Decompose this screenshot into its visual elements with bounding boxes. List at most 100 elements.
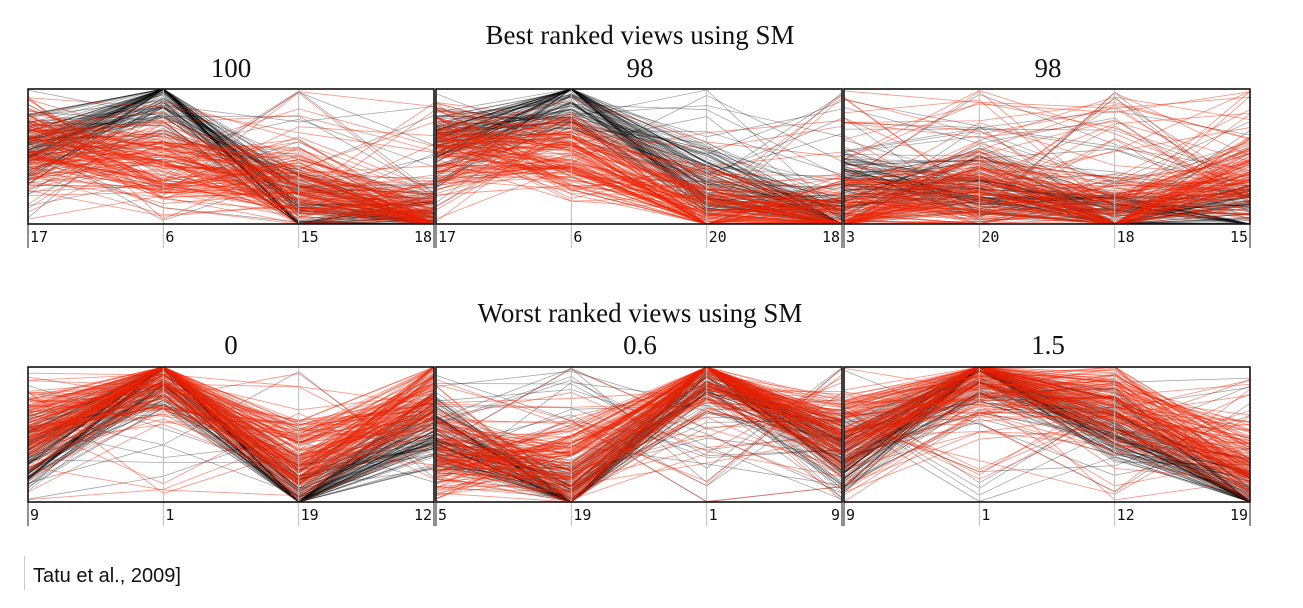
polylines <box>844 367 1250 502</box>
polyline <box>436 89 842 188</box>
polyline <box>436 116 842 224</box>
polyline <box>436 369 842 500</box>
polyline <box>844 147 1250 207</box>
polyline <box>436 101 842 181</box>
polyline <box>844 119 1250 216</box>
polyline <box>844 396 1250 476</box>
polyline <box>436 367 842 479</box>
polyline <box>844 121 1250 183</box>
polyline <box>436 425 842 490</box>
polyline <box>436 390 842 502</box>
polyline <box>844 401 1250 500</box>
polyline <box>844 387 1250 467</box>
polyline <box>28 382 434 502</box>
polyline <box>436 379 842 502</box>
polyline <box>436 367 842 467</box>
polyline <box>28 367 434 478</box>
polyline <box>28 89 434 206</box>
polyline <box>844 150 1250 224</box>
polyline <box>436 89 842 224</box>
polyline <box>844 367 1250 470</box>
polyline <box>844 367 1250 502</box>
polyline <box>844 367 1250 449</box>
polyline <box>28 374 434 444</box>
polyline <box>28 89 434 204</box>
polyline <box>844 96 1250 211</box>
polyline <box>436 367 842 502</box>
polyline <box>844 155 1250 206</box>
polyline <box>436 163 842 216</box>
polyline <box>844 367 1250 463</box>
polyline <box>844 370 1250 489</box>
polyline <box>844 371 1250 472</box>
polyline <box>844 182 1250 224</box>
polyline <box>436 127 842 220</box>
polyline <box>844 389 1250 502</box>
polyline <box>436 374 842 482</box>
polyline <box>28 89 434 206</box>
polyline <box>436 177 842 224</box>
polyline <box>436 89 842 224</box>
polyline <box>844 367 1250 464</box>
polyline <box>436 110 842 224</box>
panel-1-2: 9 1 12 19 <box>843 366 1251 526</box>
polyline <box>844 177 1250 224</box>
polyline <box>844 194 1250 218</box>
polyline <box>436 124 842 217</box>
polyline <box>28 388 434 466</box>
polyline <box>844 396 1250 466</box>
polyline <box>436 367 842 456</box>
polyline <box>436 391 842 492</box>
polyline <box>844 377 1250 469</box>
polyline <box>436 102 842 224</box>
polyline <box>28 379 434 485</box>
polyline <box>844 167 1250 211</box>
polyline <box>436 373 842 487</box>
polyline <box>28 101 434 219</box>
polyline <box>28 367 434 482</box>
polyline <box>436 386 842 483</box>
polyline <box>844 176 1250 208</box>
polyline <box>436 121 842 224</box>
polyline <box>28 369 434 489</box>
polyline <box>28 89 434 224</box>
polyline <box>28 369 434 481</box>
polyline <box>844 381 1250 472</box>
polyline <box>844 159 1250 208</box>
polyline <box>436 367 842 457</box>
polyline <box>844 185 1250 201</box>
polyline <box>28 367 434 426</box>
polyline <box>844 385 1250 455</box>
polyline <box>28 89 434 224</box>
axis-label: 9 <box>831 506 840 524</box>
polyline <box>436 176 842 224</box>
polyline <box>436 367 842 502</box>
polyline <box>844 394 1250 490</box>
polyline <box>844 370 1250 461</box>
polyline <box>844 164 1250 222</box>
polyline <box>844 167 1250 206</box>
polyline <box>28 161 434 224</box>
polyline <box>28 367 434 487</box>
polyline <box>28 158 434 201</box>
polyline <box>844 367 1250 460</box>
polyline <box>844 183 1250 209</box>
polyline <box>436 153 842 224</box>
polyline <box>28 138 434 213</box>
score-worst-1: 0 <box>224 330 238 360</box>
polyline <box>844 121 1250 208</box>
polyline <box>28 367 434 470</box>
panel-1-0: 9 1 19 12 <box>27 366 435 526</box>
polyline <box>844 136 1250 214</box>
polyline <box>436 367 842 452</box>
polyline <box>844 163 1250 215</box>
polyline <box>844 373 1250 478</box>
polyline <box>436 367 842 502</box>
polyline <box>28 107 434 224</box>
polyline <box>28 174 434 205</box>
polyline <box>844 367 1250 502</box>
polyline <box>844 367 1250 499</box>
polyline <box>844 380 1250 480</box>
polyline <box>844 386 1250 448</box>
polyline <box>436 367 842 502</box>
